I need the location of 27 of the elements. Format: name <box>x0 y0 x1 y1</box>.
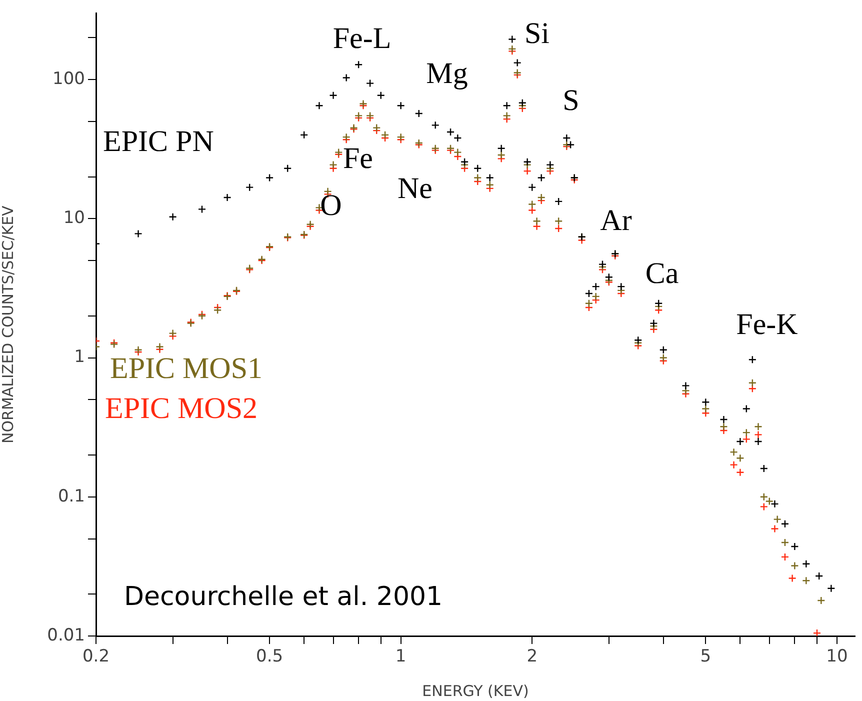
y-tick-label: 1 <box>74 347 85 368</box>
x-tick-label: 10 <box>826 646 848 667</box>
annotation: Ca <box>645 256 679 290</box>
y-axis-title: NORMALIZED COUNTS/SEC/KEV <box>0 204 17 444</box>
annotation: O <box>320 188 342 222</box>
annotation: Ne <box>398 172 432 205</box>
series-label: EPIC MOS1 <box>110 352 263 385</box>
annotation: Decourchelle et al. 2001 <box>124 582 443 612</box>
annotation: S <box>562 84 580 117</box>
x-tick-label: 2 <box>526 646 538 667</box>
annotation: Mg <box>426 56 468 90</box>
y-tick-label: 100 <box>52 68 85 89</box>
annotation: Si <box>524 16 550 50</box>
annotation: Fe <box>343 142 373 175</box>
y-tick-label: 10 <box>63 208 85 228</box>
annotation: Fe-L <box>332 22 392 55</box>
x-tick-label: 5 <box>700 646 712 667</box>
x-axis-title: ENERGY (KEV) <box>422 682 529 700</box>
y-tick-label: 0.01 <box>47 625 85 646</box>
annotation: Fe-K <box>736 308 798 341</box>
x-tick-label: 0.2 <box>82 646 110 667</box>
x-tick-label: 1 <box>395 646 406 667</box>
series-label: EPIC PN <box>103 124 214 158</box>
annotation: Ar <box>600 204 632 237</box>
y-tick-label: 0.1 <box>58 486 85 506</box>
series-label: EPIC MOS2 <box>105 392 258 425</box>
x-tick-label: 0.5 <box>256 646 284 667</box>
